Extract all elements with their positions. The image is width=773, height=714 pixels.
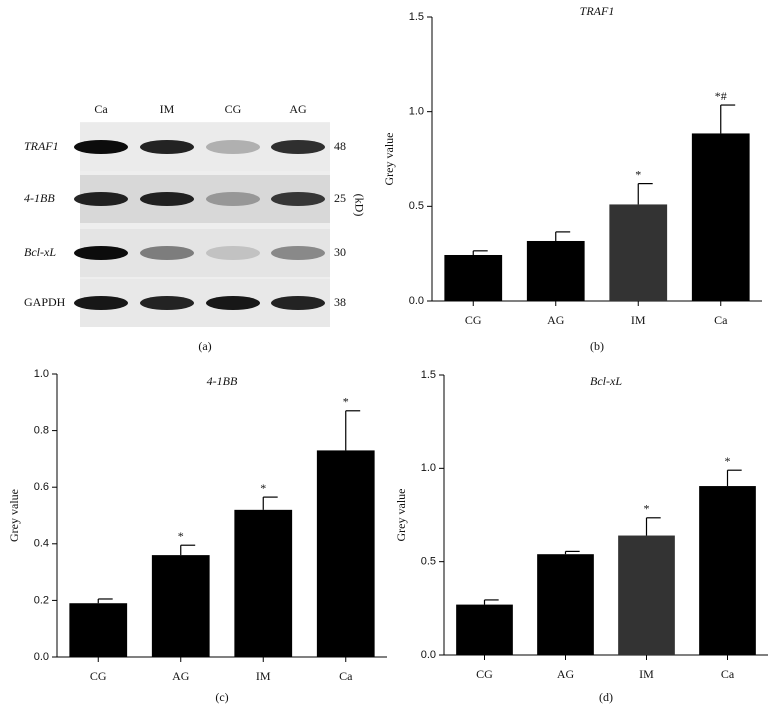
blot-band [206,140,260,154]
y-tick-label: 0.2 [34,594,49,606]
bar [151,555,210,657]
y-tick-label: 0.8 [34,425,49,437]
y-tick-label: 0.4 [34,538,49,550]
y-tick-label: 1.0 [409,106,424,118]
x-tick-label: CG [476,667,493,681]
kd-label: 30 [334,245,346,259]
kd-label: 48 [334,139,346,153]
y-axis-label: Grey value [394,489,408,542]
lane-label: CG [225,102,242,116]
significance-mark: * [635,167,641,181]
row-label: GAPDH [24,295,66,309]
blot-band [74,246,128,260]
significance-mark: * [725,454,731,468]
x-tick-label: AG [172,669,190,683]
y-tick-label: 0.5 [409,200,424,212]
significance-mark: * [343,395,349,409]
bar [526,240,585,301]
blot-caption: (a) [198,339,211,353]
blot-band [140,246,194,260]
significance-mark: *# [715,89,727,103]
kd-label: 25 [334,191,346,205]
x-tick-label: Ca [714,313,728,327]
bar [618,535,675,655]
blot-band [140,192,194,206]
x-tick-label: IM [639,667,654,681]
blot-band [206,192,260,206]
chart-title: 4-1BB [207,374,238,388]
y-axis-label: Grey value [382,133,396,186]
lane-label: Ca [94,102,108,116]
chart-caption: (b) [590,339,604,353]
y-tick-label: 1.0 [421,462,436,474]
bar [456,604,513,655]
lane-label: AG [289,102,307,116]
chart-caption: (d) [599,690,613,704]
x-tick-label: CG [465,313,482,327]
significance-mark: * [260,481,266,495]
x-tick-label: CG [90,669,107,683]
y-tick-label: 0.0 [409,295,424,307]
blot-band [271,140,325,154]
significance-mark: * [178,529,184,543]
x-tick-label: IM [631,313,646,327]
y-tick-label: 0.5 [421,556,436,568]
x-tick-label: IM [256,669,271,683]
y-tick-label: 1.5 [409,11,424,23]
bar [69,603,128,657]
x-tick-label: Ca [721,667,735,681]
y-tick-label: 0.0 [421,649,436,661]
y-tick-label: 1.0 [34,368,49,380]
significance-mark: * [644,502,650,516]
y-tick-label: 0.0 [34,651,49,663]
bar [699,486,756,655]
bar [234,509,293,657]
chart-title: Bcl-xL [590,374,622,388]
kd-label: 38 [334,295,346,309]
y-axis-label: Grey value [7,489,21,542]
blot-band [140,296,194,310]
blot-band [140,140,194,154]
blot-band [206,246,260,260]
blot-band [271,296,325,310]
row-label: TRAF1 [24,139,59,153]
bar [691,133,750,301]
lane-label: IM [160,102,175,116]
blot-band [271,192,325,206]
bar [444,254,503,301]
blot-unit: (kD) [352,194,366,217]
row-label: Bcl-xL [24,245,56,259]
y-tick-label: 1.5 [421,369,436,381]
x-tick-label: AG [557,667,575,681]
blot-band [74,296,128,310]
bar [537,554,594,655]
x-tick-label: AG [547,313,565,327]
y-tick-label: 0.6 [34,481,49,493]
blot-band [271,246,325,260]
x-tick-label: Ca [339,669,353,683]
blot-band [74,140,128,154]
chart-caption: (c) [215,690,228,704]
blot-band [74,192,128,206]
row-label: 4-1BB [24,191,55,205]
bar [316,450,375,657]
chart-title: TRAF1 [580,4,615,18]
bar [609,204,668,301]
blot-band [206,296,260,310]
